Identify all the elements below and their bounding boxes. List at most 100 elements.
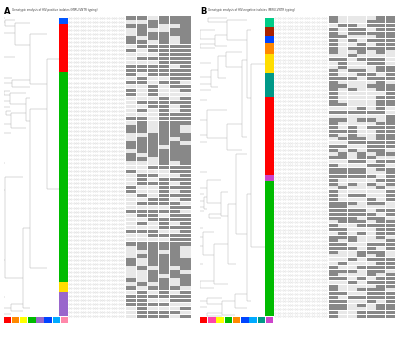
Bar	[386, 32, 395, 35]
Bar	[357, 213, 366, 216]
Bar	[137, 133, 147, 137]
Bar	[329, 213, 338, 216]
Bar	[170, 198, 180, 201]
Bar	[348, 43, 356, 46]
Bar	[348, 111, 356, 114]
Bar	[357, 285, 366, 288]
Bar	[357, 168, 366, 171]
Bar	[338, 137, 347, 141]
Bar	[386, 254, 395, 257]
Bar	[376, 220, 385, 223]
Bar	[338, 277, 347, 280]
Bar	[367, 224, 376, 227]
Bar	[357, 307, 366, 310]
Bar	[137, 278, 147, 282]
Bar	[376, 145, 385, 148]
Bar	[137, 53, 147, 56]
Bar	[386, 92, 395, 95]
Bar	[148, 133, 158, 137]
Bar	[126, 81, 136, 84]
Bar	[348, 115, 356, 118]
Bar	[329, 243, 338, 246]
Bar	[338, 232, 347, 235]
Bar	[137, 36, 147, 40]
Bar	[137, 28, 147, 32]
Bar	[148, 214, 158, 217]
Bar	[338, 88, 347, 91]
Bar	[329, 209, 338, 212]
Bar	[137, 206, 147, 209]
Bar	[376, 236, 385, 239]
Bar	[180, 24, 191, 28]
Bar	[329, 149, 338, 152]
Bar	[137, 101, 147, 104]
Bar	[137, 65, 147, 68]
Bar	[338, 152, 347, 155]
Bar	[376, 81, 385, 84]
Bar	[180, 121, 191, 125]
Bar	[329, 20, 338, 23]
Bar	[348, 296, 356, 299]
Bar	[348, 69, 356, 73]
Bar	[338, 205, 347, 209]
Bar	[170, 117, 180, 120]
Bar	[329, 66, 338, 69]
Bar	[376, 228, 385, 231]
Bar	[367, 217, 376, 220]
Bar	[170, 311, 180, 314]
Bar	[357, 254, 366, 257]
Bar	[348, 292, 356, 295]
Bar	[329, 175, 338, 178]
Bar	[367, 194, 376, 197]
Bar	[357, 315, 366, 318]
Bar	[180, 81, 191, 84]
Bar	[126, 28, 136, 32]
Bar	[338, 54, 347, 57]
Bar	[137, 77, 147, 80]
Bar	[170, 295, 180, 298]
Bar	[386, 273, 395, 276]
Bar	[348, 134, 356, 137]
Bar	[386, 266, 395, 269]
Bar	[376, 304, 385, 307]
Bar	[367, 281, 376, 284]
Bar	[367, 130, 376, 133]
Bar	[137, 158, 147, 161]
Bar	[357, 134, 366, 137]
Bar	[386, 186, 395, 189]
Bar	[126, 190, 136, 193]
Bar	[386, 77, 395, 80]
Bar	[126, 315, 136, 318]
Bar	[12, 317, 19, 323]
Bar	[137, 69, 147, 72]
Bar	[357, 92, 366, 95]
Bar	[386, 39, 395, 42]
Bar	[348, 179, 356, 182]
Bar	[329, 292, 338, 295]
Bar	[329, 115, 338, 118]
Bar	[338, 228, 347, 231]
Text: B: B	[200, 7, 206, 16]
Bar	[158, 133, 169, 137]
Bar	[170, 238, 180, 242]
Bar	[126, 49, 136, 52]
Bar	[148, 307, 158, 310]
Bar	[137, 125, 147, 128]
Bar	[348, 209, 356, 212]
Bar	[329, 50, 338, 53]
Bar	[126, 278, 136, 282]
Bar	[148, 282, 158, 286]
Bar	[265, 36, 274, 43]
Bar	[338, 81, 347, 84]
Bar	[357, 115, 366, 118]
Bar	[329, 164, 338, 167]
Bar	[158, 101, 169, 104]
Bar	[367, 47, 376, 50]
Bar	[148, 210, 158, 213]
Bar	[158, 218, 169, 221]
Bar	[357, 232, 366, 235]
Bar	[180, 149, 191, 153]
Bar	[148, 121, 158, 125]
Bar	[338, 92, 347, 95]
Bar	[180, 44, 191, 48]
